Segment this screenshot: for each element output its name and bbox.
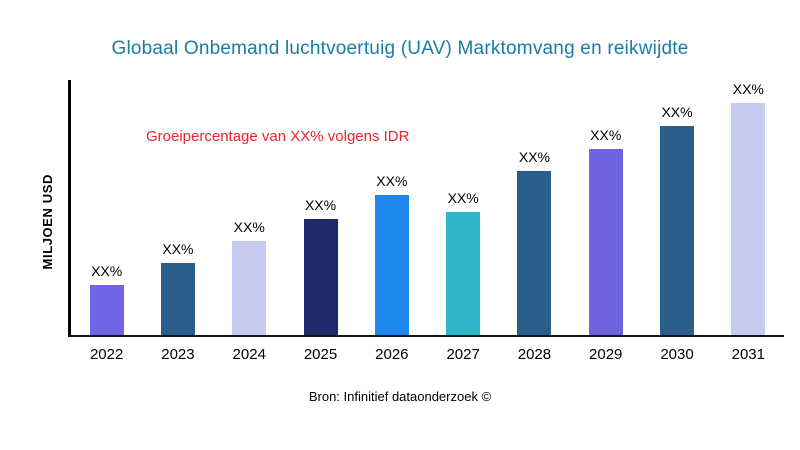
plot-area: Groeipercentage van XX% volgens IDR XX% X…: [68, 80, 784, 363]
x-tick-2026: 2026: [375, 346, 409, 363]
bar-2027: [446, 212, 481, 335]
source-caption: Bron: Infinitief dataonderzoek ©: [308, 389, 492, 404]
x-tick-2027: 2027: [446, 346, 480, 363]
bar-value-label: XX%: [304, 197, 337, 213]
bar-value-label: XX%: [590, 127, 622, 143]
bar-2024: [232, 241, 267, 335]
bar-2023: [160, 263, 195, 335]
bar-column-2029: XX%: [570, 127, 641, 335]
bar-column-2024: XX%: [214, 219, 285, 335]
bar-2028: [517, 171, 552, 335]
bar-value-label: XX%: [661, 104, 693, 120]
bar-column-2027: XX%: [427, 190, 498, 335]
x-tick-2031: 2031: [731, 346, 765, 363]
bar-column-2025: XX%: [285, 197, 356, 335]
y-axis-label: MILJOEN USD: [39, 173, 55, 270]
bar-2030: [660, 126, 695, 335]
bar-2026: [374, 195, 409, 335]
x-axis-ticks: 2022 2023 2024 2025 2026 2027 2028 2029 2030 2031: [71, 337, 784, 363]
bar-column-2023: XX%: [142, 241, 213, 335]
bar-2029: [588, 149, 623, 335]
bar-value-label: XX%: [447, 190, 479, 206]
bars-container: XX% XX% XX% XX% XX% XX% XX% XX% XX% XX%: [68, 80, 784, 337]
bar-value-label: XX%: [91, 263, 123, 279]
bar-2022: [89, 285, 124, 335]
bar-value-label: XX%: [518, 149, 550, 165]
bar-column-2031: XX%: [713, 81, 784, 335]
y-axis-label-box: MILJOEN USD: [26, 80, 68, 363]
bar-2031: [731, 103, 766, 335]
bar-column-2026: XX%: [356, 173, 427, 335]
growth-annotation: Groeipercentage van XX% volgens IDR: [146, 128, 410, 145]
bar-value-label: XX%: [732, 81, 764, 97]
bar-value-label: XX%: [233, 219, 265, 235]
x-tick-2023: 2023: [161, 346, 195, 363]
bar-value-label: XX%: [376, 173, 408, 189]
chart-area: MILJOEN USD Groeipercentage van XX% volg…: [26, 80, 784, 363]
x-tick-2025: 2025: [303, 346, 338, 363]
x-tick-2028: 2028: [517, 346, 552, 363]
bar-column-2022: XX%: [71, 263, 142, 335]
x-tick-2029: 2029: [589, 346, 623, 363]
bar-value-label: XX%: [162, 241, 194, 257]
x-tick-2022: 2022: [89, 346, 124, 363]
bar-column-2028: XX%: [499, 149, 570, 335]
bar-column-2030: XX%: [641, 104, 712, 335]
chart-title: Globaal Onbemand luchtvoertuig (UAV) Mar…: [111, 38, 689, 59]
bar-2025: [303, 219, 338, 335]
x-tick-2024: 2024: [232, 346, 266, 363]
x-tick-2030: 2030: [660, 346, 694, 363]
